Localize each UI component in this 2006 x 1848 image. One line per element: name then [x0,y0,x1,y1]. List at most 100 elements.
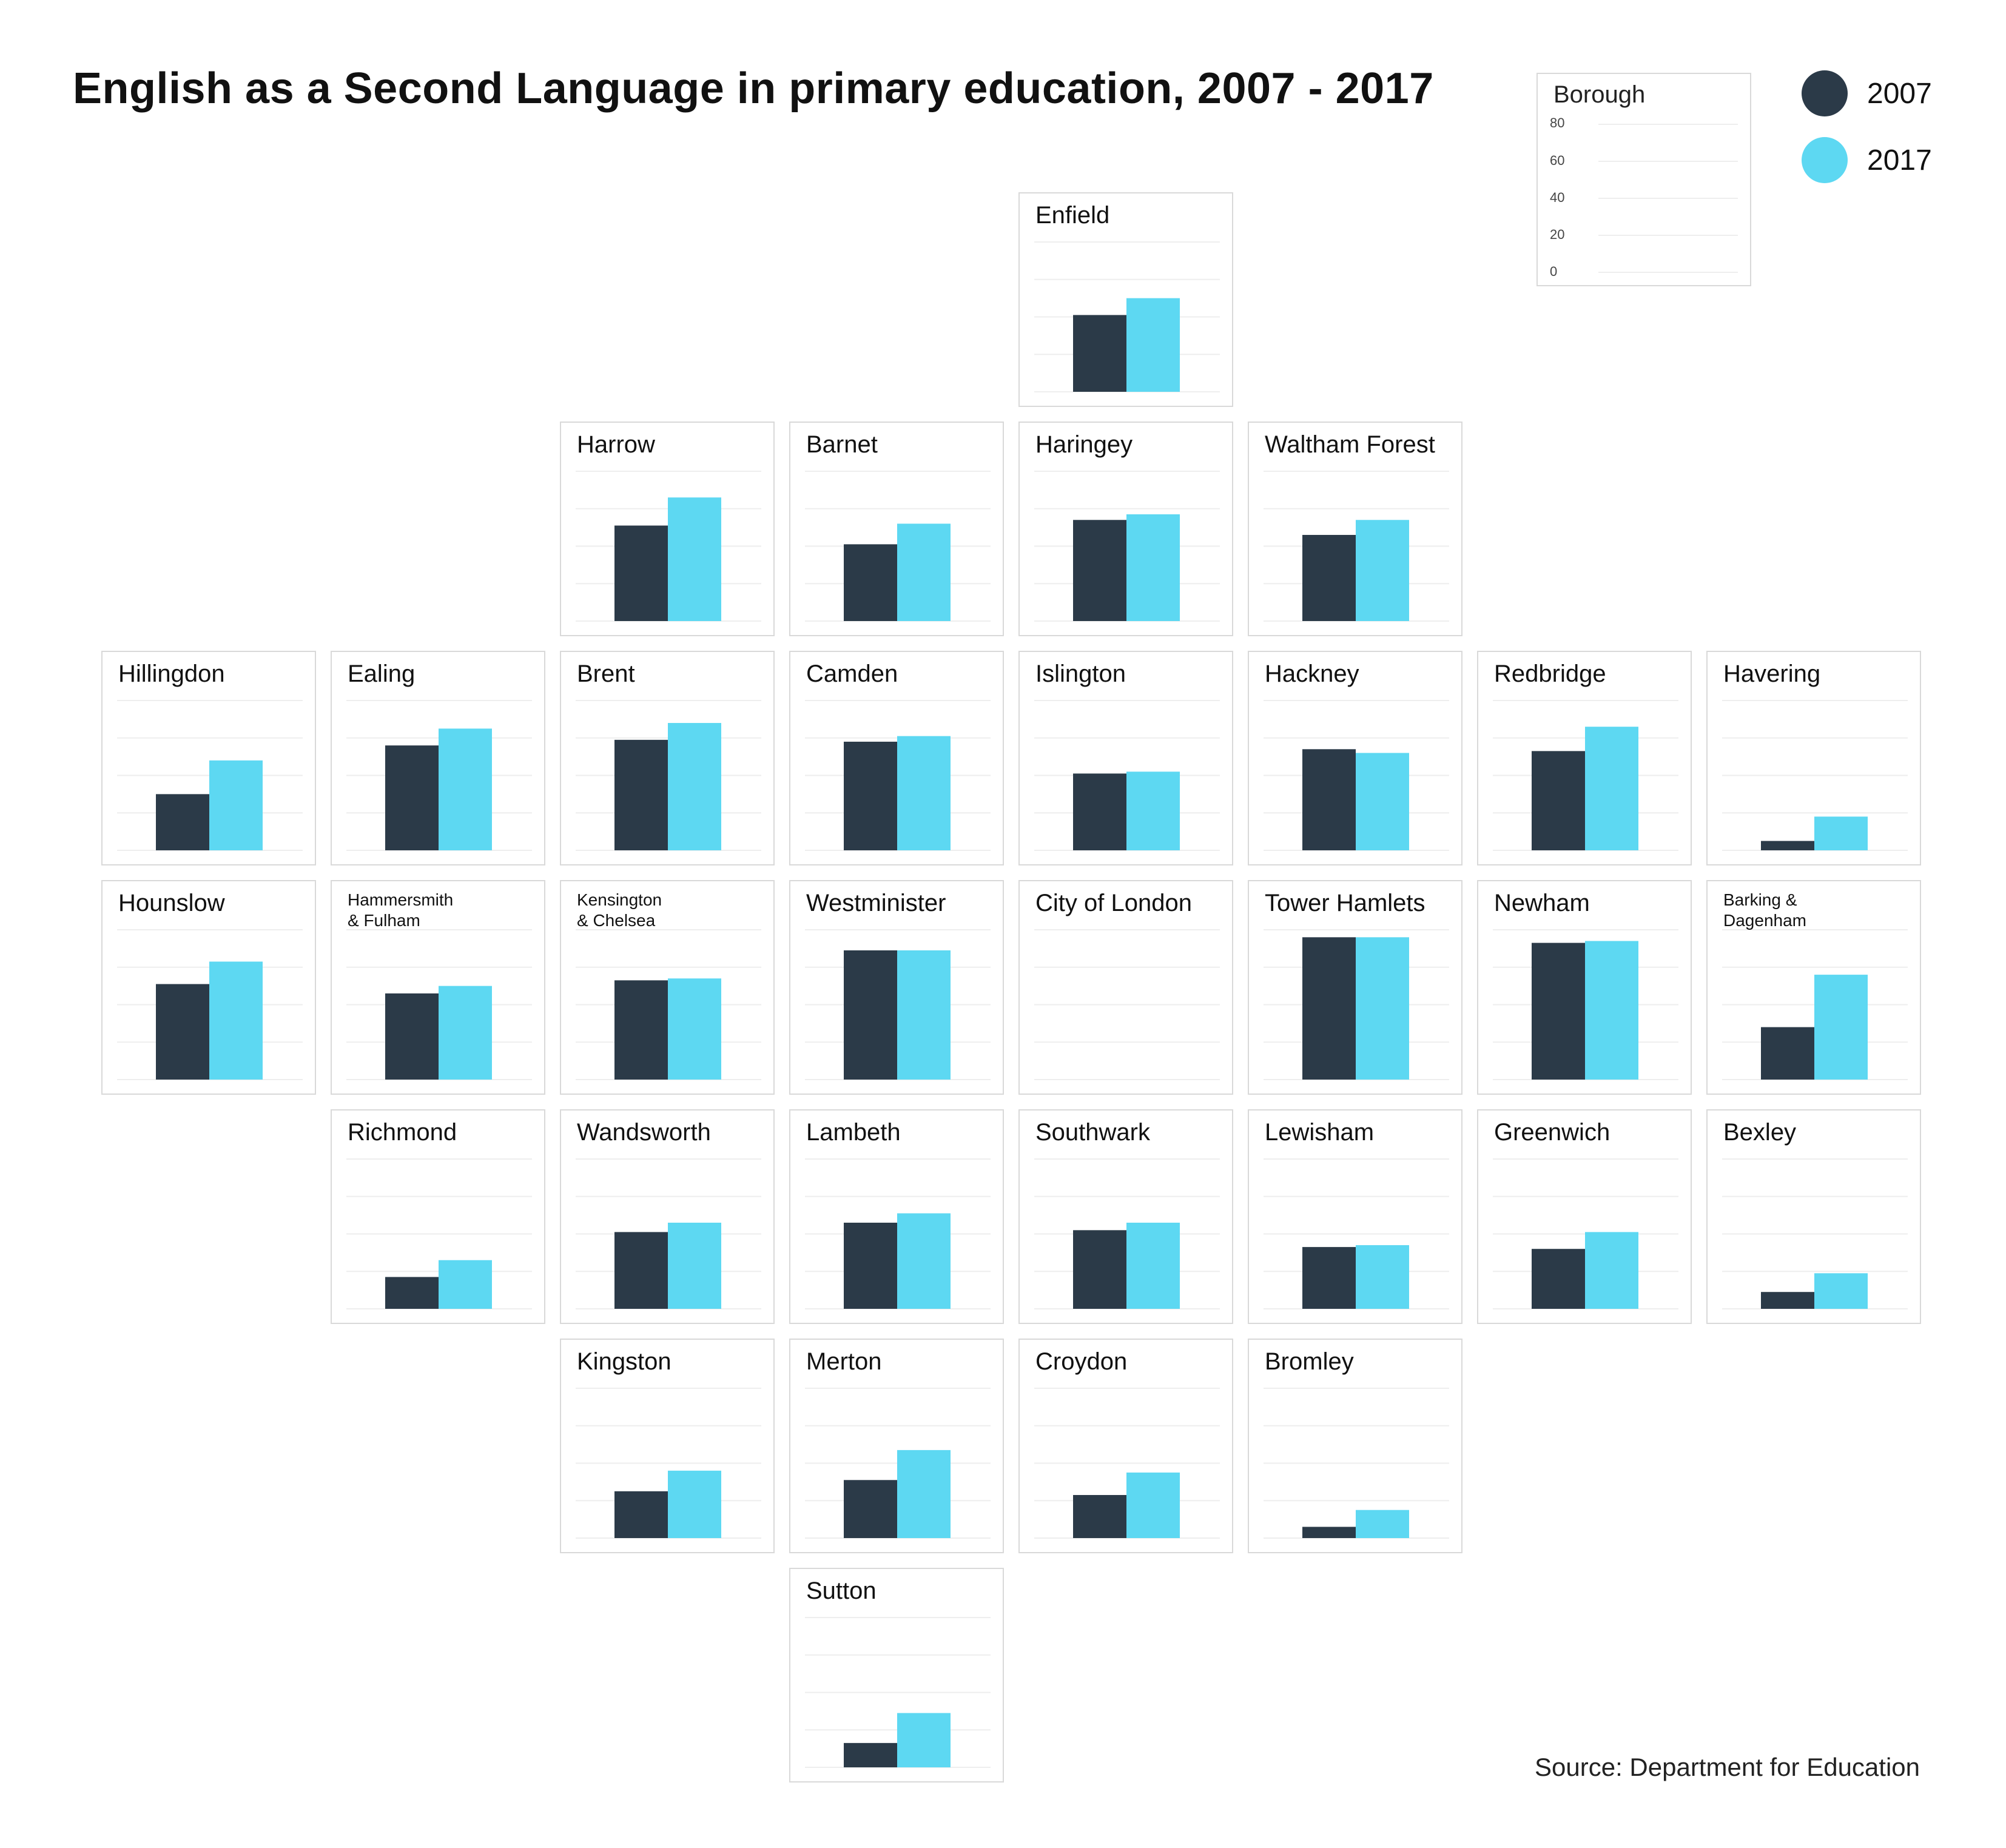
borough-bar-chart [346,700,532,851]
borough-tile-camden: Camden [789,651,1004,865]
borough-name: Westminister [806,890,946,916]
legend-swatch-2007 [1802,70,1848,116]
bar-westminister-2017 [897,950,951,1080]
bar-hackney-2017 [1356,753,1409,850]
bar-barnet-2007 [844,544,897,621]
borough-tile-wandsworth: Wandsworth [560,1109,775,1324]
borough-name: Hounslow [118,890,225,916]
bar-harrow-2007 [614,525,668,621]
borough-name: Enfield [1035,202,1110,229]
bar-harrow-2017 [668,497,721,621]
bar-enfield-2007 [1073,315,1126,392]
borough-bar-chart [576,1388,761,1539]
borough-bar-chart [1034,1158,1220,1309]
borough-tile-southwark: Southwark [1018,1109,1233,1324]
borough-tile-bromley: Bromley [1248,1339,1462,1553]
key-gridline [1598,198,1738,199]
bar-barnet-2017 [897,523,951,621]
bar-kensington-and-chelsea-2007 [614,980,668,1080]
borough-bar-chart [805,700,991,851]
borough-tile-brent: Brent [560,651,775,865]
borough-bar-chart [1493,700,1678,851]
borough-tile-lewisham: Lewisham [1248,1109,1462,1324]
borough-name: Waltham Forest [1265,431,1435,458]
borough-tile-bexley: Bexley [1706,1109,1921,1324]
borough-tile-hackney: Hackney [1248,651,1462,865]
legend-label-2007: 2007 [1867,77,1932,110]
borough-tile-haringey: Haringey [1018,422,1233,636]
borough-bar-chart [1264,471,1449,622]
bar-lambeth-2017 [897,1213,951,1309]
borough-tile-city-of-london: City of London [1018,880,1233,1095]
bar-havering-2007 [1761,841,1814,850]
borough-tile-barking-and-dagenham: Barking & Dagenham [1706,880,1921,1095]
borough-bar-chart [576,1158,761,1309]
borough-bar-chart [1493,929,1678,1080]
borough-name: Barking & Dagenham [1723,890,1806,930]
borough-bar-chart [1034,929,1220,1080]
borough-name: Redbridge [1494,660,1606,687]
borough-bar-chart [1722,929,1908,1080]
bar-camden-2017 [897,736,951,850]
bar-barking-and-dagenham-2007 [1761,1027,1814,1080]
borough-bar-chart [1493,1158,1678,1309]
borough-tile-hounslow: Hounslow [101,880,316,1095]
borough-tile-merton: Merton [789,1339,1004,1553]
bar-kingston-2007 [614,1491,668,1538]
bar-merton-2007 [844,1480,897,1538]
borough-name: City of London [1035,890,1192,916]
bar-hounslow-2007 [156,984,209,1080]
borough-name: Hackney [1265,660,1359,687]
borough-bar-chart [1264,929,1449,1080]
axis-key-panel: Borough 80 60 40 20 0 [1536,73,1751,286]
bar-bromley-2007 [1302,1527,1356,1538]
borough-tile-enfield: Enfield [1018,192,1233,407]
bar-islington-2007 [1073,773,1126,850]
bar-waltham-forest-2007 [1302,534,1356,621]
borough-name: Camden [806,660,898,687]
chart-title: English as a Second Language in primary … [73,64,1434,113]
borough-tile-havering: Havering [1706,651,1921,865]
borough-name: Bexley [1723,1119,1797,1146]
borough-bar-chart [805,1617,991,1768]
borough-tile-westminister: Westminister [789,880,1004,1095]
bar-kingston-2017 [668,1470,721,1538]
borough-name: Hammersmith & Fulham [348,890,454,930]
bar-hammersmith-and-fulham-2007 [385,993,439,1080]
borough-name: Ealing [348,660,416,687]
borough-name: Sutton [806,1578,877,1604]
bar-redbridge-2017 [1585,727,1638,850]
bar-richmond-2007 [385,1277,439,1309]
bar-redbridge-2007 [1532,751,1585,850]
bar-greenwich-2007 [1532,1249,1585,1309]
borough-name: Barnet [806,431,878,458]
key-tick-label: 0 [1550,264,1558,279]
key-gridline [1598,272,1738,273]
borough-name: Brent [577,660,635,687]
bar-bexley-2007 [1761,1292,1814,1309]
borough-bar-chart [346,929,532,1080]
borough-tile-tower-hamlets: Tower Hamlets [1248,880,1462,1095]
bar-haringey-2017 [1126,514,1180,621]
bar-bromley-2017 [1356,1510,1409,1538]
borough-bar-chart [117,700,303,851]
borough-tile-waltham-forest: Waltham Forest [1248,422,1462,636]
borough-name: Newham [1494,890,1590,916]
bar-lambeth-2007 [844,1222,897,1309]
borough-name: Lambeth [806,1119,901,1146]
borough-bar-chart [805,929,991,1080]
bar-tower-hamlets-2017 [1356,937,1409,1080]
key-gridline [1598,161,1738,162]
bar-lewisham-2017 [1356,1245,1409,1309]
bar-camden-2007 [844,741,897,850]
legend-item-2017: 2017 [1802,136,1932,184]
borough-tile-greenwich: Greenwich [1477,1109,1692,1324]
bar-ealing-2007 [385,745,439,850]
borough-name: Merton [806,1348,882,1375]
bar-haringey-2007 [1073,520,1126,621]
borough-tile-newham: Newham [1477,880,1692,1095]
borough-name: Southwark [1035,1119,1150,1146]
borough-name: Harrow [577,431,655,458]
bar-merton-2017 [897,1450,951,1538]
key-gridline [1598,235,1738,236]
